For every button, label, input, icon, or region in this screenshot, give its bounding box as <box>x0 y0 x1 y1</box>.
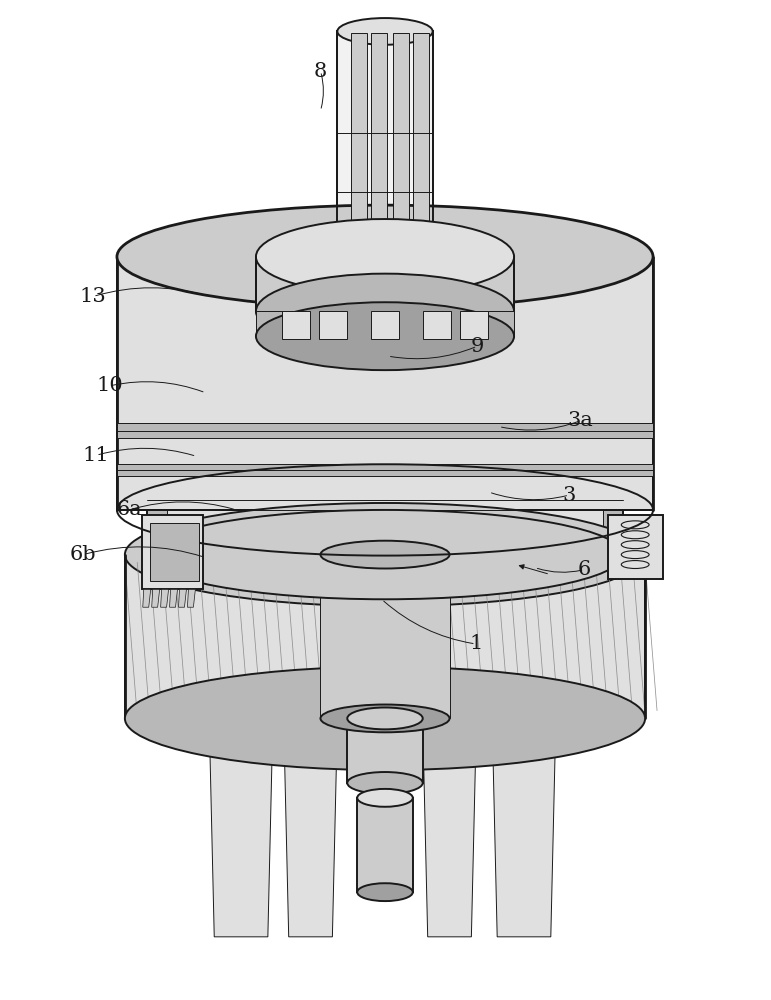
Polygon shape <box>604 510 623 555</box>
Ellipse shape <box>347 772 423 794</box>
Ellipse shape <box>125 667 645 770</box>
Polygon shape <box>117 464 653 476</box>
Polygon shape <box>146 510 167 555</box>
Polygon shape <box>152 589 160 607</box>
Polygon shape <box>170 589 177 607</box>
Polygon shape <box>187 589 195 607</box>
Ellipse shape <box>357 883 412 901</box>
Ellipse shape <box>357 789 412 807</box>
Polygon shape <box>412 33 429 232</box>
Polygon shape <box>167 505 604 560</box>
Polygon shape <box>284 723 338 937</box>
Ellipse shape <box>256 274 514 349</box>
Ellipse shape <box>125 503 645 606</box>
Polygon shape <box>492 723 556 937</box>
Ellipse shape <box>321 705 449 732</box>
Polygon shape <box>319 311 347 339</box>
Ellipse shape <box>117 205 653 308</box>
Polygon shape <box>352 33 367 232</box>
Ellipse shape <box>256 219 514 294</box>
Polygon shape <box>143 589 150 607</box>
Text: 6: 6 <box>578 560 591 579</box>
Polygon shape <box>150 523 200 581</box>
Polygon shape <box>146 510 623 555</box>
Text: 8: 8 <box>314 62 327 81</box>
Polygon shape <box>371 311 399 339</box>
Polygon shape <box>357 798 412 892</box>
Ellipse shape <box>338 18 433 45</box>
Polygon shape <box>371 33 387 230</box>
Text: 6b: 6b <box>70 545 96 564</box>
Polygon shape <box>347 718 423 783</box>
Ellipse shape <box>146 510 623 599</box>
Ellipse shape <box>347 707 423 729</box>
Polygon shape <box>142 515 204 589</box>
Polygon shape <box>281 311 309 339</box>
Polygon shape <box>256 257 514 311</box>
Polygon shape <box>256 311 514 336</box>
Text: 3a: 3a <box>567 411 594 430</box>
Text: 10: 10 <box>96 376 123 395</box>
Ellipse shape <box>256 302 514 370</box>
Polygon shape <box>423 311 450 339</box>
Polygon shape <box>460 311 488 339</box>
Polygon shape <box>338 31 433 257</box>
Text: 6a: 6a <box>116 500 142 519</box>
Text: 3: 3 <box>563 486 576 505</box>
Polygon shape <box>423 723 476 937</box>
Text: 11: 11 <box>82 446 109 465</box>
Text: 13: 13 <box>79 287 106 306</box>
Text: 9: 9 <box>470 337 484 356</box>
Ellipse shape <box>321 541 449 569</box>
Polygon shape <box>209 723 273 937</box>
Polygon shape <box>160 589 169 607</box>
Polygon shape <box>117 423 653 438</box>
Polygon shape <box>179 589 187 607</box>
Polygon shape <box>125 555 645 718</box>
Text: 1: 1 <box>469 634 483 653</box>
Polygon shape <box>321 555 449 718</box>
Polygon shape <box>608 515 663 579</box>
Polygon shape <box>393 33 409 230</box>
Polygon shape <box>117 257 653 510</box>
